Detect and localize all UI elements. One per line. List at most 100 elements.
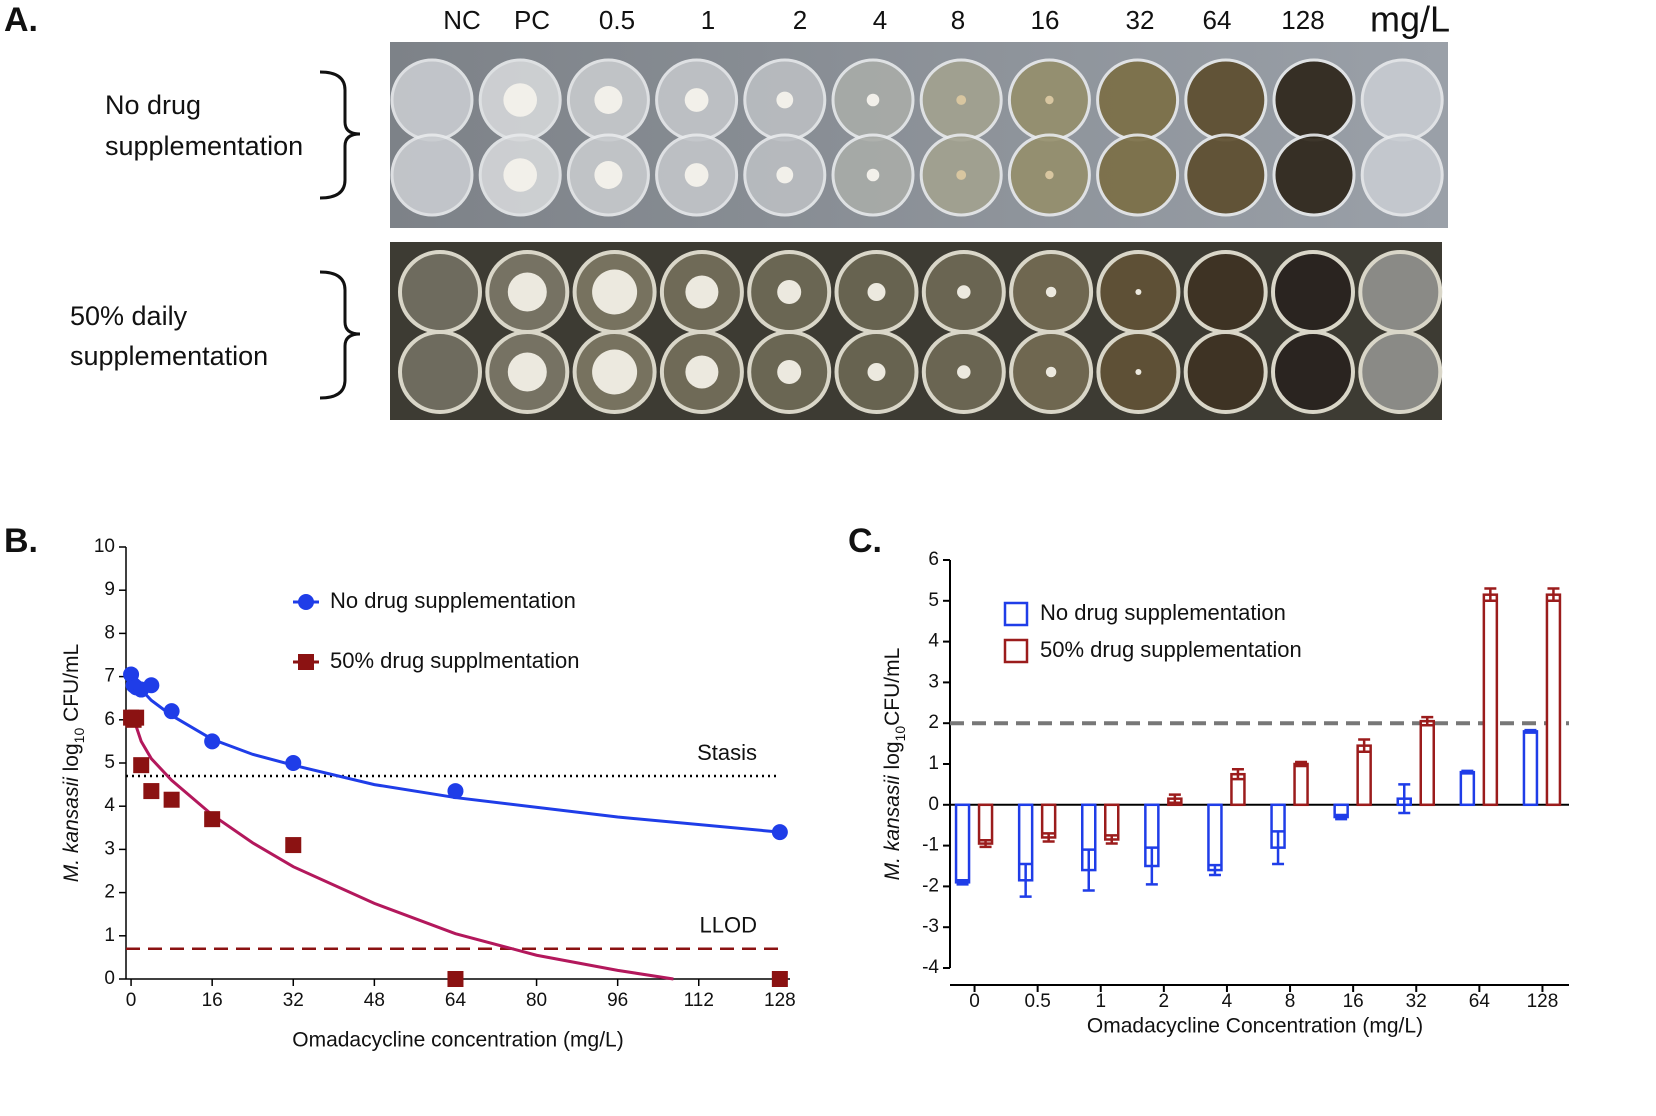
y-tick-label: 6 [104,709,115,730]
y-tick-label: 5 [104,752,115,773]
y-axis-label-part: log [881,741,904,775]
column-label: 4 [873,5,887,35]
error-bar [1042,832,1055,843]
well [1183,330,1268,414]
colony [867,363,886,381]
colony [507,272,547,312]
well [1271,250,1355,334]
legend-label: No drug supplementation [1040,600,1286,625]
colony [1045,170,1054,180]
colony [594,86,623,114]
legend-label: 50% drug supplementation [1040,637,1302,662]
y-tick-label: 3 [104,838,115,859]
well [1358,330,1443,414]
colony [685,275,719,309]
y-tick-label: 9 [104,579,115,600]
well [1358,250,1443,334]
colony [956,95,967,105]
plate-photo [390,242,1442,420]
well [390,133,474,217]
point [771,971,788,987]
column-label: 128 [1281,5,1324,35]
x-axis-label: Omadacycline Concentration (mg/L) [1087,1015,1423,1038]
y-tick-label: 3 [928,671,939,692]
colony [1045,95,1054,105]
point [285,755,302,771]
unit-label: mg/L [1370,0,1450,40]
well [398,330,482,414]
y-tick-label: -2 [922,875,939,896]
error-bar [956,879,969,886]
x-tick-label: 32 [1406,991,1427,1012]
y-tick-label: 8 [104,622,115,643]
column-label: 8 [951,5,965,35]
x-tick-label: 64 [1469,991,1491,1012]
colony [684,163,709,187]
error-bar [1295,760,1308,768]
column-labels: NC PC 0.5 1 2 4 8 16 32 64 128 [443,5,1324,35]
well [1096,58,1180,142]
error-bar [1524,728,1537,734]
point [128,709,145,726]
point [143,783,160,800]
y-tick-label: 5 [928,590,939,611]
bar [1356,744,1372,807]
x-tick-label: 0 [126,990,137,1011]
x-tick-label: 112 [684,990,714,1011]
legend-marker [298,654,314,670]
well [1096,133,1180,217]
row-label: supplementation [70,341,268,371]
column-label: 2 [793,5,807,35]
legend-label: 50% drug supplmentation [330,648,580,673]
point [163,703,180,720]
y-tick-label: -4 [922,957,939,978]
plate-photo [390,42,1448,228]
bar [1482,593,1499,807]
legend-marker [298,594,314,610]
x-tick-label: 96 [607,990,628,1011]
well [1272,58,1356,142]
point [447,971,464,987]
column-label: 32 [1126,5,1155,35]
legend-label: No drug supplementation [330,588,576,613]
y-tick-label: 7 [104,666,115,687]
error-bar [1398,783,1411,815]
well [398,250,482,334]
colony [866,168,880,182]
x-tick-label: 80 [526,990,547,1011]
colony [592,349,638,395]
colony [592,269,638,315]
y-axis-label-part: M. kansasii [881,774,904,880]
x-tick-label: 4 [1222,991,1233,1012]
column-label: PC [514,5,550,35]
x-tick-label: 1 [1095,991,1106,1012]
colony [777,280,802,304]
x-axis-label: Omadacycline concentration (mg/L) [292,1029,623,1052]
colony [776,91,794,109]
point [163,791,180,808]
error-bar [1484,587,1497,603]
colony [685,355,719,389]
y-axis-label-part: CFU/mL [881,648,904,726]
x-tick-label: 32 [283,990,304,1011]
y-tick-label: 0 [928,794,939,815]
y-tick-label: -3 [922,916,939,937]
colony [507,352,547,392]
colony [1045,286,1057,298]
legend-marker [1003,638,1029,664]
error-bar [1461,769,1474,775]
error-bar [1145,846,1158,886]
x-tick-label: 128 [1527,991,1559,1012]
brace [319,70,361,200]
error-bar [1082,848,1095,892]
x-tick-label: 8 [1285,991,1296,1012]
y-tick-label: 4 [104,795,115,816]
colony [957,365,971,379]
column-label: NC [443,5,481,35]
bar [1459,770,1476,807]
well [1360,133,1444,217]
point [143,677,160,694]
colony [957,285,971,299]
colony [503,158,537,192]
